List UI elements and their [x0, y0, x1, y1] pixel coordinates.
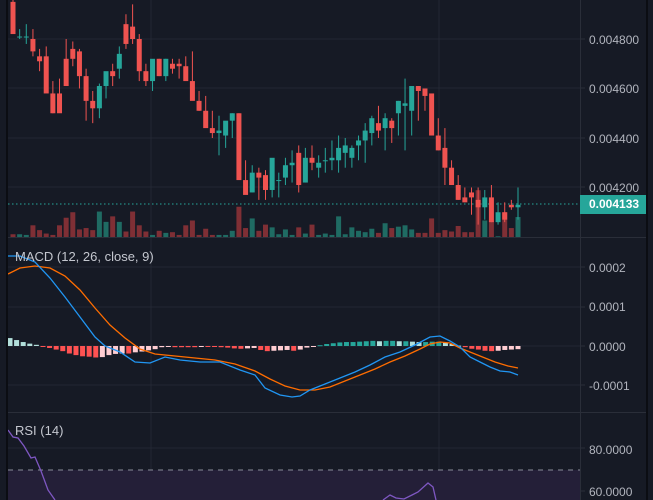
price-axis-label: 0.004200	[589, 181, 640, 195]
macd-axis-label: -0.0001	[589, 379, 630, 393]
pane-separator-macd-rsi[interactable]	[8, 412, 646, 413]
rsi-axis-label: 80.0000	[589, 443, 633, 457]
macd-axis-label: 0.0002	[589, 261, 626, 275]
last-price-badge: 0.004133	[580, 195, 646, 214]
left-border	[6, 0, 8, 500]
macd-axis-label: 0.0000	[589, 340, 626, 354]
rsi-axis-label: 60.0000	[589, 485, 633, 499]
price-axis-label: 0.004800	[589, 33, 640, 47]
price-axis-separator	[580, 0, 581, 500]
price-axis-label: 0.004600	[589, 82, 640, 96]
right-border	[646, 0, 648, 500]
macd-title[interactable]: MACD (12, 26, close, 9)	[15, 249, 154, 264]
macd-axis-label: 0.0001	[589, 300, 626, 314]
rsi-title[interactable]: RSI (14)	[15, 423, 64, 438]
price-axis-label: 0.004400	[589, 132, 640, 146]
pane-separator-price-macd[interactable]	[8, 237, 646, 238]
